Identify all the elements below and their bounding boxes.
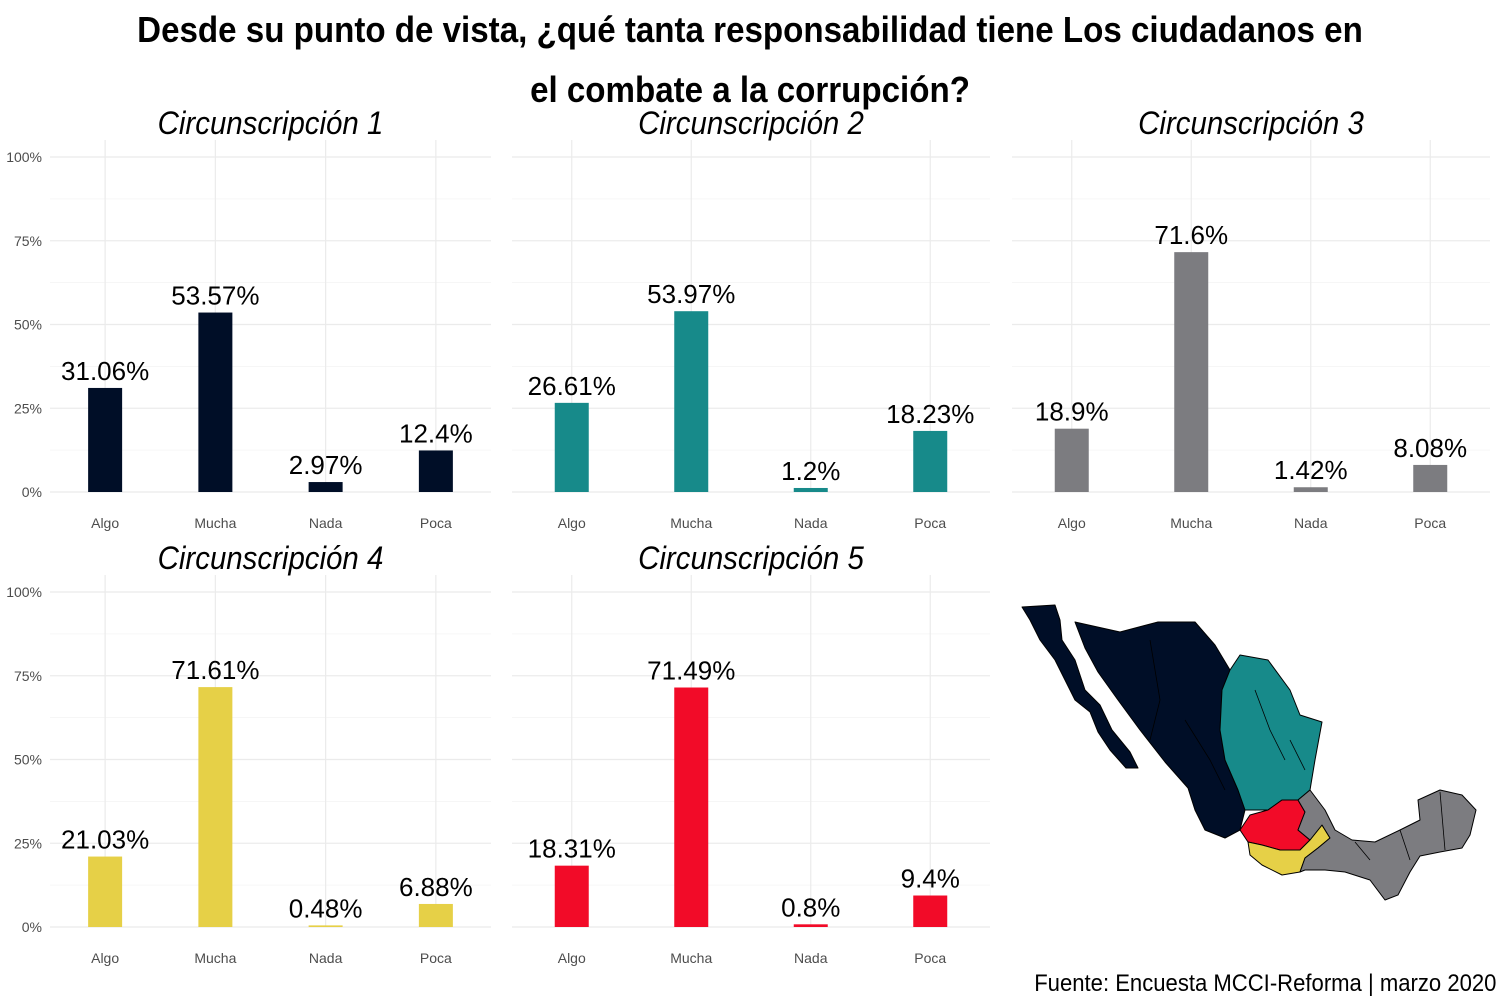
data-label: 12.4% — [399, 418, 473, 448]
data-label: 0.48% — [289, 893, 363, 923]
y-tick-label: 0% — [22, 919, 42, 935]
facet-panel-5: Circunscripción 5 18.31% Algo 71.49% Mucha 0.… — [512, 540, 990, 966]
data-label: 18.23% — [886, 399, 974, 429]
data-label: 71.61% — [171, 655, 259, 685]
facet-title: Circunscripción 1 — [158, 105, 384, 141]
facet-title: Circunscripción 5 — [638, 540, 865, 576]
y-tick-label: 25% — [14, 400, 42, 416]
data-label: 18.9% — [1035, 397, 1109, 427]
x-tick-label: Poca — [1414, 515, 1446, 531]
data-label: 9.4% — [901, 864, 960, 894]
bar-poca — [418, 450, 453, 492]
facet-panel-4: 0% 25% 50% 75% 100% Circunscripción 4 21.03% Al… — [6, 540, 491, 966]
bar-algo — [554, 402, 589, 492]
y-tick-label: 0% — [22, 484, 42, 500]
y-tick-label: 100% — [6, 584, 42, 600]
x-tick-label: Algo — [1058, 515, 1086, 531]
map-state-border — [1354, 841, 1371, 861]
data-label: 71.6% — [1154, 220, 1228, 250]
bar-mucha — [1174, 252, 1209, 492]
x-tick-label: Poca — [914, 515, 946, 531]
data-label: 2.97% — [289, 450, 363, 480]
bar-poca — [913, 430, 948, 492]
data-label: 26.61% — [528, 371, 616, 401]
map-region-c3 — [1297, 789, 1477, 901]
data-label: 8.08% — [1393, 433, 1467, 463]
bar-mucha — [674, 311, 709, 492]
facet-title: Circunscripción 2 — [638, 105, 864, 141]
map-state-border — [1254, 689, 1286, 761]
x-tick-label: Mucha — [670, 950, 712, 966]
map-state-border — [1289, 739, 1306, 771]
x-tick-label: Algo — [91, 515, 119, 531]
bar-poca — [1413, 464, 1448, 492]
facet-panel-3: Circunscripción 3 18.9% Algo 71.6% Mucha 1.42… — [1012, 105, 1490, 531]
x-tick-label: Nada — [309, 950, 343, 966]
data-label: 71.49% — [647, 656, 735, 686]
x-tick-label: Nada — [794, 515, 828, 531]
x-tick-label: Mucha — [194, 515, 236, 531]
bar-mucha — [198, 687, 233, 927]
map-state-border — [1399, 829, 1411, 861]
data-label: 1.42% — [1274, 455, 1348, 485]
x-tick-label: Mucha — [194, 950, 236, 966]
data-label: 6.88% — [399, 872, 473, 902]
data-label: 53.57% — [171, 281, 259, 311]
x-tick-label: Poca — [420, 950, 452, 966]
mexico-map — [1021, 604, 1477, 901]
y-tick-label: 25% — [14, 835, 42, 851]
bar-poca — [913, 895, 948, 927]
facet-title: Circunscripción 3 — [1138, 105, 1364, 141]
bar-algo — [88, 856, 123, 927]
x-tick-label: Nada — [309, 515, 343, 531]
x-tick-label: Poca — [914, 950, 946, 966]
y-tick-label: 75% — [14, 233, 42, 249]
bar-nada — [793, 487, 828, 492]
y-tick-label: 50% — [14, 752, 42, 768]
map-region-c1 — [1074, 621, 1246, 839]
chart-title: Desde su punto de vista, ¿qué tanta resp… — [60, 0, 1440, 120]
bar-algo — [88, 387, 123, 492]
x-tick-label: Poca — [420, 515, 452, 531]
data-label: 1.2% — [781, 456, 840, 486]
y-tick-label: 75% — [14, 668, 42, 684]
chart-title-line-2: el combate a la corrupción? — [530, 69, 970, 110]
x-tick-label: Nada — [794, 950, 828, 966]
x-tick-label: Mucha — [670, 515, 712, 531]
bar-nada — [308, 925, 343, 927]
y-tick-label: 100% — [6, 149, 42, 165]
bar-poca — [418, 903, 453, 927]
bar-nada — [308, 482, 343, 492]
y-tick-label: 50% — [14, 317, 42, 333]
map-state-border — [1184, 719, 1226, 791]
facet-title: Circunscripción 4 — [158, 540, 384, 576]
x-tick-label: Algo — [558, 950, 586, 966]
data-label: 53.97% — [647, 279, 735, 309]
bar-algo — [554, 865, 589, 927]
chart-title-line-1: Desde su punto de vista, ¿qué tanta resp… — [137, 9, 1363, 50]
x-tick-label: Algo — [558, 515, 586, 531]
data-label: 0.8% — [781, 892, 840, 922]
x-tick-label: Mucha — [1170, 515, 1212, 531]
data-label: 31.06% — [61, 356, 149, 386]
facet-panel-1: 0% 25% 50% 75% 100% Circunscripción 1 31.06% Al… — [6, 105, 491, 531]
bar-algo — [1054, 428, 1089, 492]
map-state-border — [1439, 791, 1446, 851]
facet-panel-2: Circunscripción 2 26.61% Algo 53.97% Mucha 1.… — [512, 105, 990, 531]
x-tick-label: Nada — [1294, 515, 1328, 531]
bar-nada — [1293, 487, 1328, 492]
source-caption: Fuente: Encuesta MCCI-Reforma | marzo 20… — [1033, 970, 1496, 997]
map-region-baja — [1021, 604, 1139, 769]
bar-mucha — [674, 687, 709, 927]
bar-mucha — [198, 312, 233, 492]
x-tick-label: Algo — [91, 950, 119, 966]
map-state-border — [1149, 639, 1161, 741]
data-label: 21.03% — [61, 825, 149, 855]
bar-nada — [793, 924, 828, 927]
data-label: 18.31% — [528, 834, 616, 864]
